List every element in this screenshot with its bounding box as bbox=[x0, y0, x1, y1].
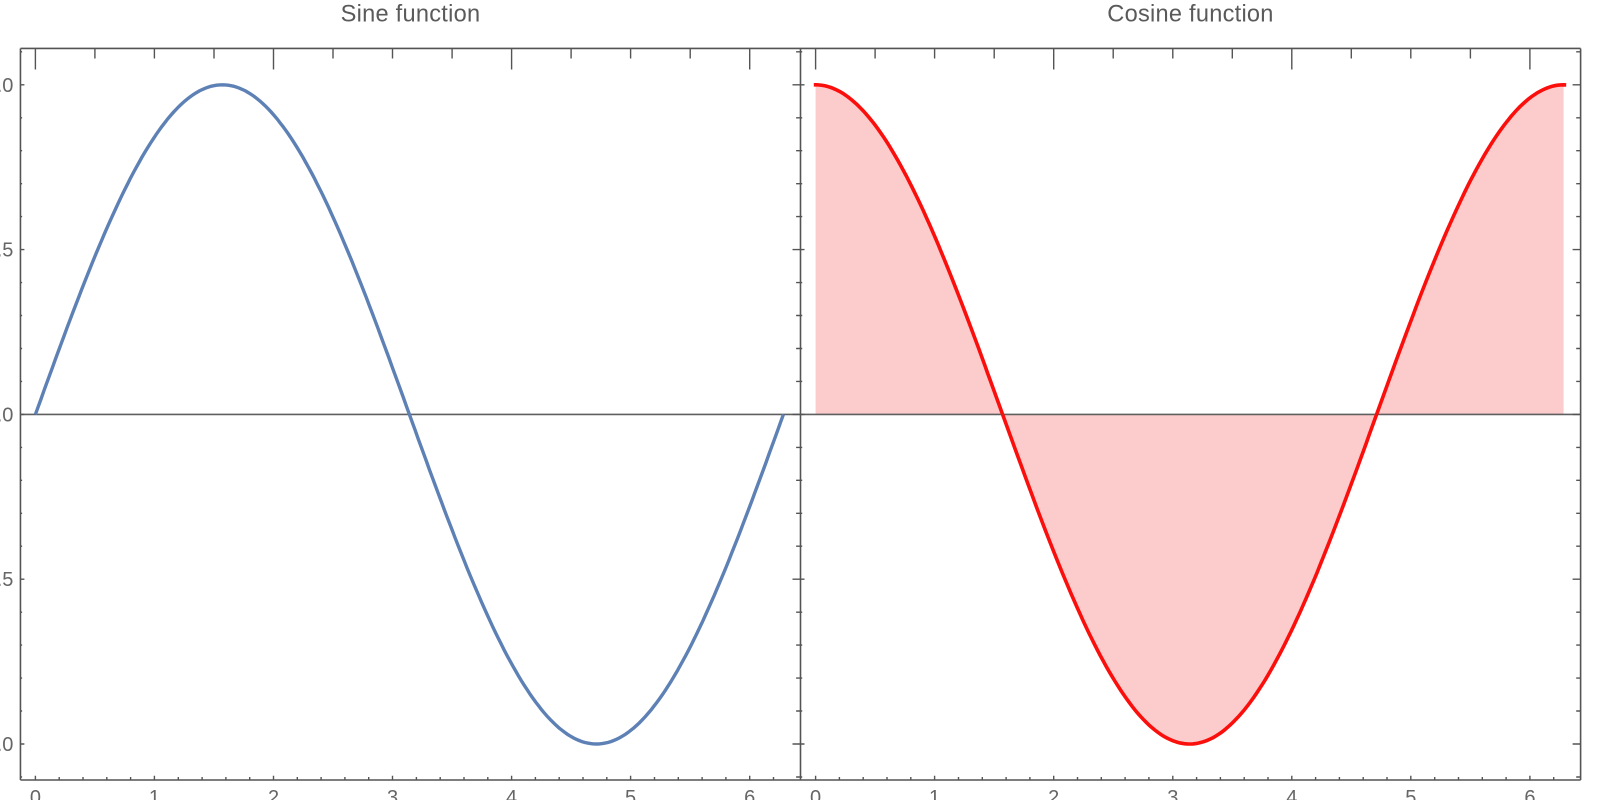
svg-text:0: 0 bbox=[30, 787, 41, 800]
svg-text:5: 5 bbox=[625, 787, 636, 800]
svg-text:4: 4 bbox=[1286, 787, 1297, 800]
svg-text:0.5: 0.5 bbox=[0, 240, 13, 262]
svg-text:1.0: 1.0 bbox=[0, 75, 13, 97]
svg-text:6: 6 bbox=[1524, 787, 1535, 800]
svg-text:Sine function: Sine function bbox=[341, 1, 481, 27]
svg-text:0: 0 bbox=[810, 787, 821, 800]
svg-text:1: 1 bbox=[929, 787, 940, 800]
svg-text:1: 1 bbox=[149, 787, 160, 800]
svg-text:Cosine function: Cosine function bbox=[1107, 1, 1273, 27]
svg-text:4: 4 bbox=[506, 787, 517, 800]
svg-text:3: 3 bbox=[1167, 787, 1178, 800]
svg-text:0.0: 0.0 bbox=[0, 404, 13, 426]
svg-text:6: 6 bbox=[744, 787, 755, 800]
svg-text:2: 2 bbox=[1048, 787, 1059, 800]
svg-text:5: 5 bbox=[1405, 787, 1416, 800]
svg-text:−1.0: −1.0 bbox=[0, 734, 13, 756]
svg-text:3: 3 bbox=[387, 787, 398, 800]
svg-text:2: 2 bbox=[268, 787, 279, 800]
svg-text:−0.5: −0.5 bbox=[0, 569, 13, 591]
